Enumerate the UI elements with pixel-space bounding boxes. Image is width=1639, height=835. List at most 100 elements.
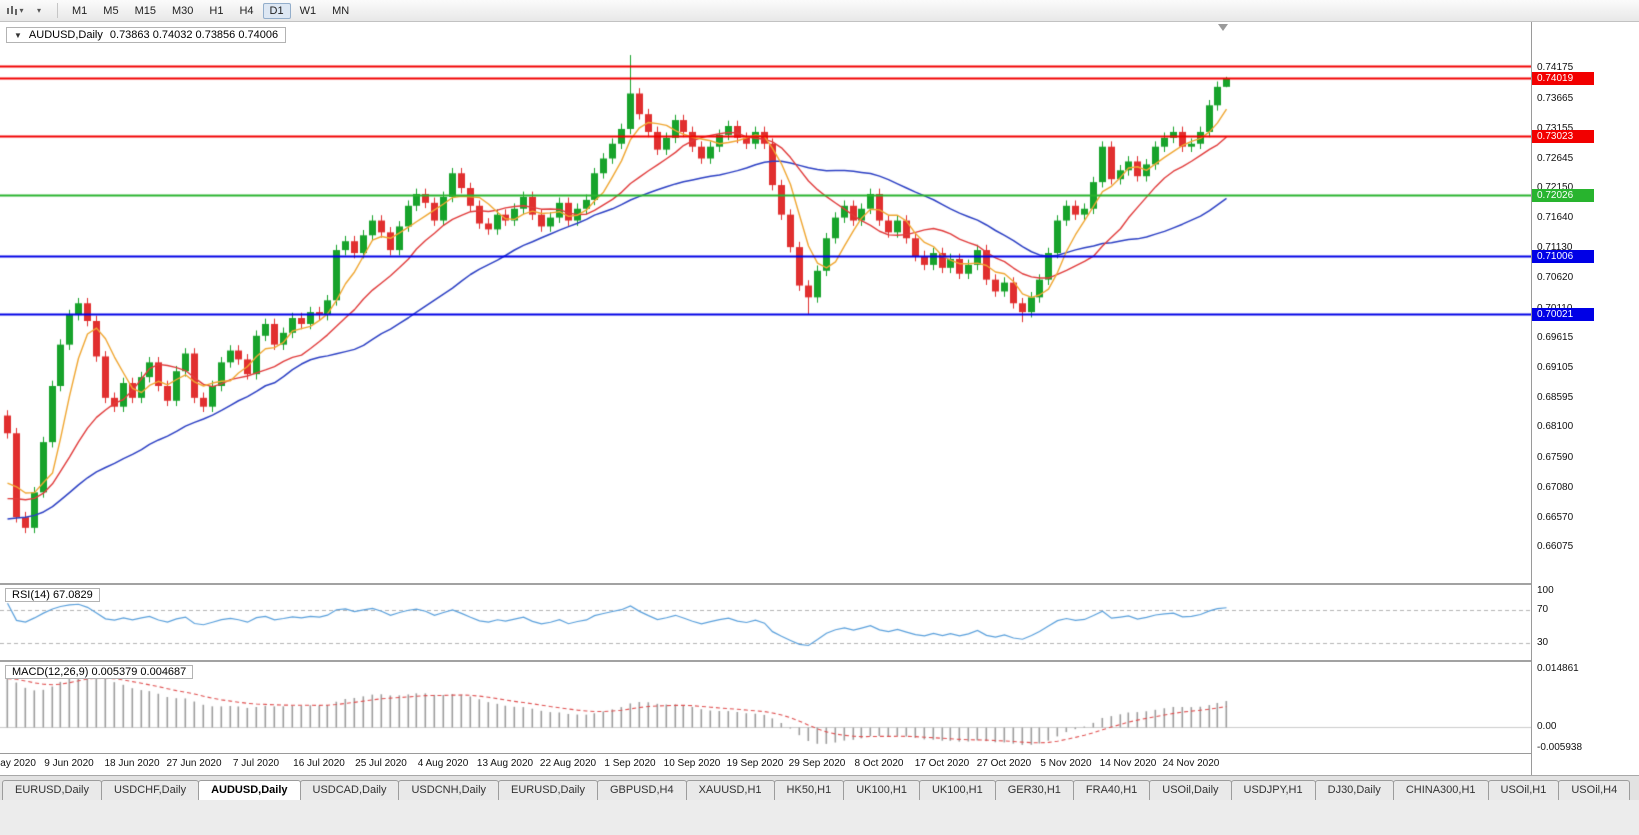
chart-tab-eurusd-daily[interactable]: EURUSD,Daily [2,780,102,800]
price-axis-label: 0.67590 [1537,451,1574,463]
chart-tab-uk100-h1[interactable]: UK100,H1 [918,780,996,800]
macd-axis-label: 0.00 [1537,721,1557,733]
time-axis-label: 18 Jun 2020 [104,758,160,769]
chart-ohlc-values: 0.73863 0.74032 0.73856 0.74006 [109,29,279,41]
chart-tab-gbpusd-h4[interactable]: GBPUSD,H4 [597,780,687,800]
hline-price-tag: 0.73023 [1532,130,1594,144]
time-axis-label: 5 Nov 2020 [1040,758,1092,769]
time-axis-label: 27 Jun 2020 [166,758,222,769]
chart-tab-xauusd-h1[interactable]: XAUUSD,H1 [685,780,775,800]
price-axis-label: 0.71130 [1537,242,1573,254]
chart-tab-usoil-h4[interactable]: USOil,H4 [1558,780,1631,800]
price-axis-label: 0.66075 [1537,541,1574,553]
timeframe-buttons: M1 M5 M15 M30 H1 H4 D1 W1 MN [65,2,356,19]
collapse-indicator-icon[interactable]: ▼ [14,30,22,40]
timeframe-button-h4[interactable]: H4 [239,4,254,17]
price-axis-label: 0.71640 [1537,212,1574,224]
rsi-axis-label: 70 [1537,604,1549,615]
timeframe-button-m30[interactable]: M30 [171,4,194,17]
macd-panel: MACD(12,26,9) 0.005379 0.004687 [0,660,1639,753]
time-axis-label: 4 Aug 2020 [417,758,469,769]
chevron-down-icon: ▾ [36,6,41,15]
timeframe-button-d1[interactable]: D1 [262,2,291,19]
time-axis-label: 29 Sep 2020 [788,758,846,769]
time-axis-label: 16 Jul 2020 [293,758,345,769]
toolbar-separator [57,3,58,18]
chart-tab-usdchf-daily[interactable]: USDCHF,Daily [100,780,200,800]
macd-axis-label: -0.005938 [1537,742,1583,753]
hline-price-tag: 0.70021 [1532,307,1594,321]
price-axis-label: 0.74175 [1537,62,1574,74]
zoom-dropdown-icon[interactable]: ▾ [28,2,50,20]
chart-tab-usdcad-daily[interactable]: USDCAD,Daily [299,780,400,800]
time-axis-label: 17 Oct 2020 [914,758,970,769]
time-axis-label: 24 Nov 2020 [1162,758,1220,769]
rsi-canvas[interactable] [0,585,1531,660]
price-axis-label: 0.68100 [1537,421,1574,433]
time-axis-label: 14 Nov 2020 [1099,758,1157,769]
time-axis-label: 7 Jul 2020 [232,758,280,769]
chart-window-tabs: EURUSD,Daily USDCHF,Daily AUDUSD,Daily USDC… [0,775,1639,800]
chart-shift-marker[interactable] [1218,24,1228,31]
timeframe-button-mn[interactable]: MN [332,4,350,17]
rsi-panel: RSI(14) 67.0829 [0,583,1639,660]
chart-tab-eurusd-daily[interactable]: EURUSD,Daily [498,780,598,800]
rsi-indicator-label: RSI(14) 67.0829 [5,588,100,602]
price-axis-label: 0.72645 [1537,152,1574,164]
time-axis-label: 25 Jul 2020 [355,758,407,769]
price-axis-label: 0.68595 [1537,392,1574,404]
chart-tab-hk50-h1[interactable]: HK50,H1 [773,780,845,800]
rsi-axis-label: 30 [1537,637,1549,649]
macd-indicator-label: MACD(12,26,9) 0.005379 0.004687 [5,665,194,679]
chart-tab-usoil-daily[interactable]: USOil,Daily [1149,780,1232,800]
main-chart-panel: ▼ AUDUSD,Daily 0.73863 0.74032 0.73856 0… [0,22,1639,583]
chevron-down-icon: ▾ [19,6,24,15]
time-axis-label: 22 Aug 2020 [539,758,597,769]
timeframe-button-h1[interactable]: H1 [209,4,224,17]
rsi-axis-label: 100 [1537,585,1554,596]
hline-price-tag: 0.72026 [1532,189,1594,203]
price-axis-label: 0.70620 [1537,272,1574,284]
time-axis-label: 13 Aug 2020 [476,758,534,769]
price-axis[interactable]: 0.74175 0.73665 0.73155 0.72645 0.72150 0.716… [1532,22,1639,775]
macd-axis-label: 0.014861 [1537,663,1579,674]
timeframe-button-m1[interactable]: M1 [72,4,88,17]
time-axis-label: 30 May 2020 [0,758,36,769]
price-axis-label: 0.67080 [1537,481,1574,493]
chart-tab-usoil-h1[interactable]: USOil,H1 [1487,780,1560,800]
chart-tab-usdcnh-daily[interactable]: USDCNH,Daily [398,780,500,800]
chart-tab-usdjpy-h1[interactable]: USDJPY,H1 [1230,780,1316,800]
price-axis-label: 0.69615 [1537,331,1574,343]
chart-tab-ger30-h1[interactable]: GER30,H1 [994,780,1074,800]
price-axis-label: 0.69105 [1537,361,1574,373]
time-axis-label: 8 Oct 2020 [854,758,904,769]
chart-tab-uk100-h1[interactable]: UK100,H1 [843,780,920,800]
timeframe-button-m5[interactable]: M5 [103,4,119,17]
hline-price-tag: 0.71006 [1532,249,1594,263]
time-axis[interactable]: 30 May 2020 9 Jun 2020 18 Jun 2020 27 Jun 2… [0,753,1639,775]
timeframe-button-w1[interactable]: W1 [299,4,317,17]
hline-price-tag: 0.74019 [1532,71,1594,85]
candlestick-glyph [7,5,18,15]
chart-tab-dj30-daily[interactable]: DJ30,Daily [1314,780,1394,800]
time-axis-label: 27 Oct 2020 [976,758,1032,769]
time-axis-label: 1 Sep 2020 [604,758,656,769]
chart-tab-audusd-daily[interactable]: AUDUSD,Daily [198,780,301,800]
price-chart-canvas[interactable] [0,22,1531,583]
price-axis-label: 0.73155 [1537,122,1574,134]
timeframe-button-m15[interactable]: M15 [134,4,156,17]
macd-canvas[interactable] [0,662,1531,753]
chart-title: ▼ AUDUSD,Daily 0.73863 0.74032 0.73856 0… [6,27,287,43]
price-axis-label: 0.73665 [1537,92,1574,104]
timeframe-toolbar: ▾ ▾ M1 M5 M15 M30 H1 H4 D1 W1 MN [0,0,1639,22]
chart-tab-fra40-h1[interactable]: FRA40,H1 [1072,780,1151,800]
price-axis-label: 0.66570 [1537,511,1574,523]
time-axis-label: 19 Sep 2020 [726,758,784,769]
price-axis-label: 0.72150 [1537,182,1574,194]
bottom-strip [0,800,1639,835]
chart-tab-china300-h1[interactable]: CHINA300,H1 [1392,780,1489,800]
chart-type-icon[interactable]: ▾ [4,2,26,20]
chart-symbol-period: AUDUSD,Daily [28,29,103,41]
time-axis-label: 9 Jun 2020 [44,758,94,769]
time-axis-label: 10 Sep 2020 [663,758,721,769]
